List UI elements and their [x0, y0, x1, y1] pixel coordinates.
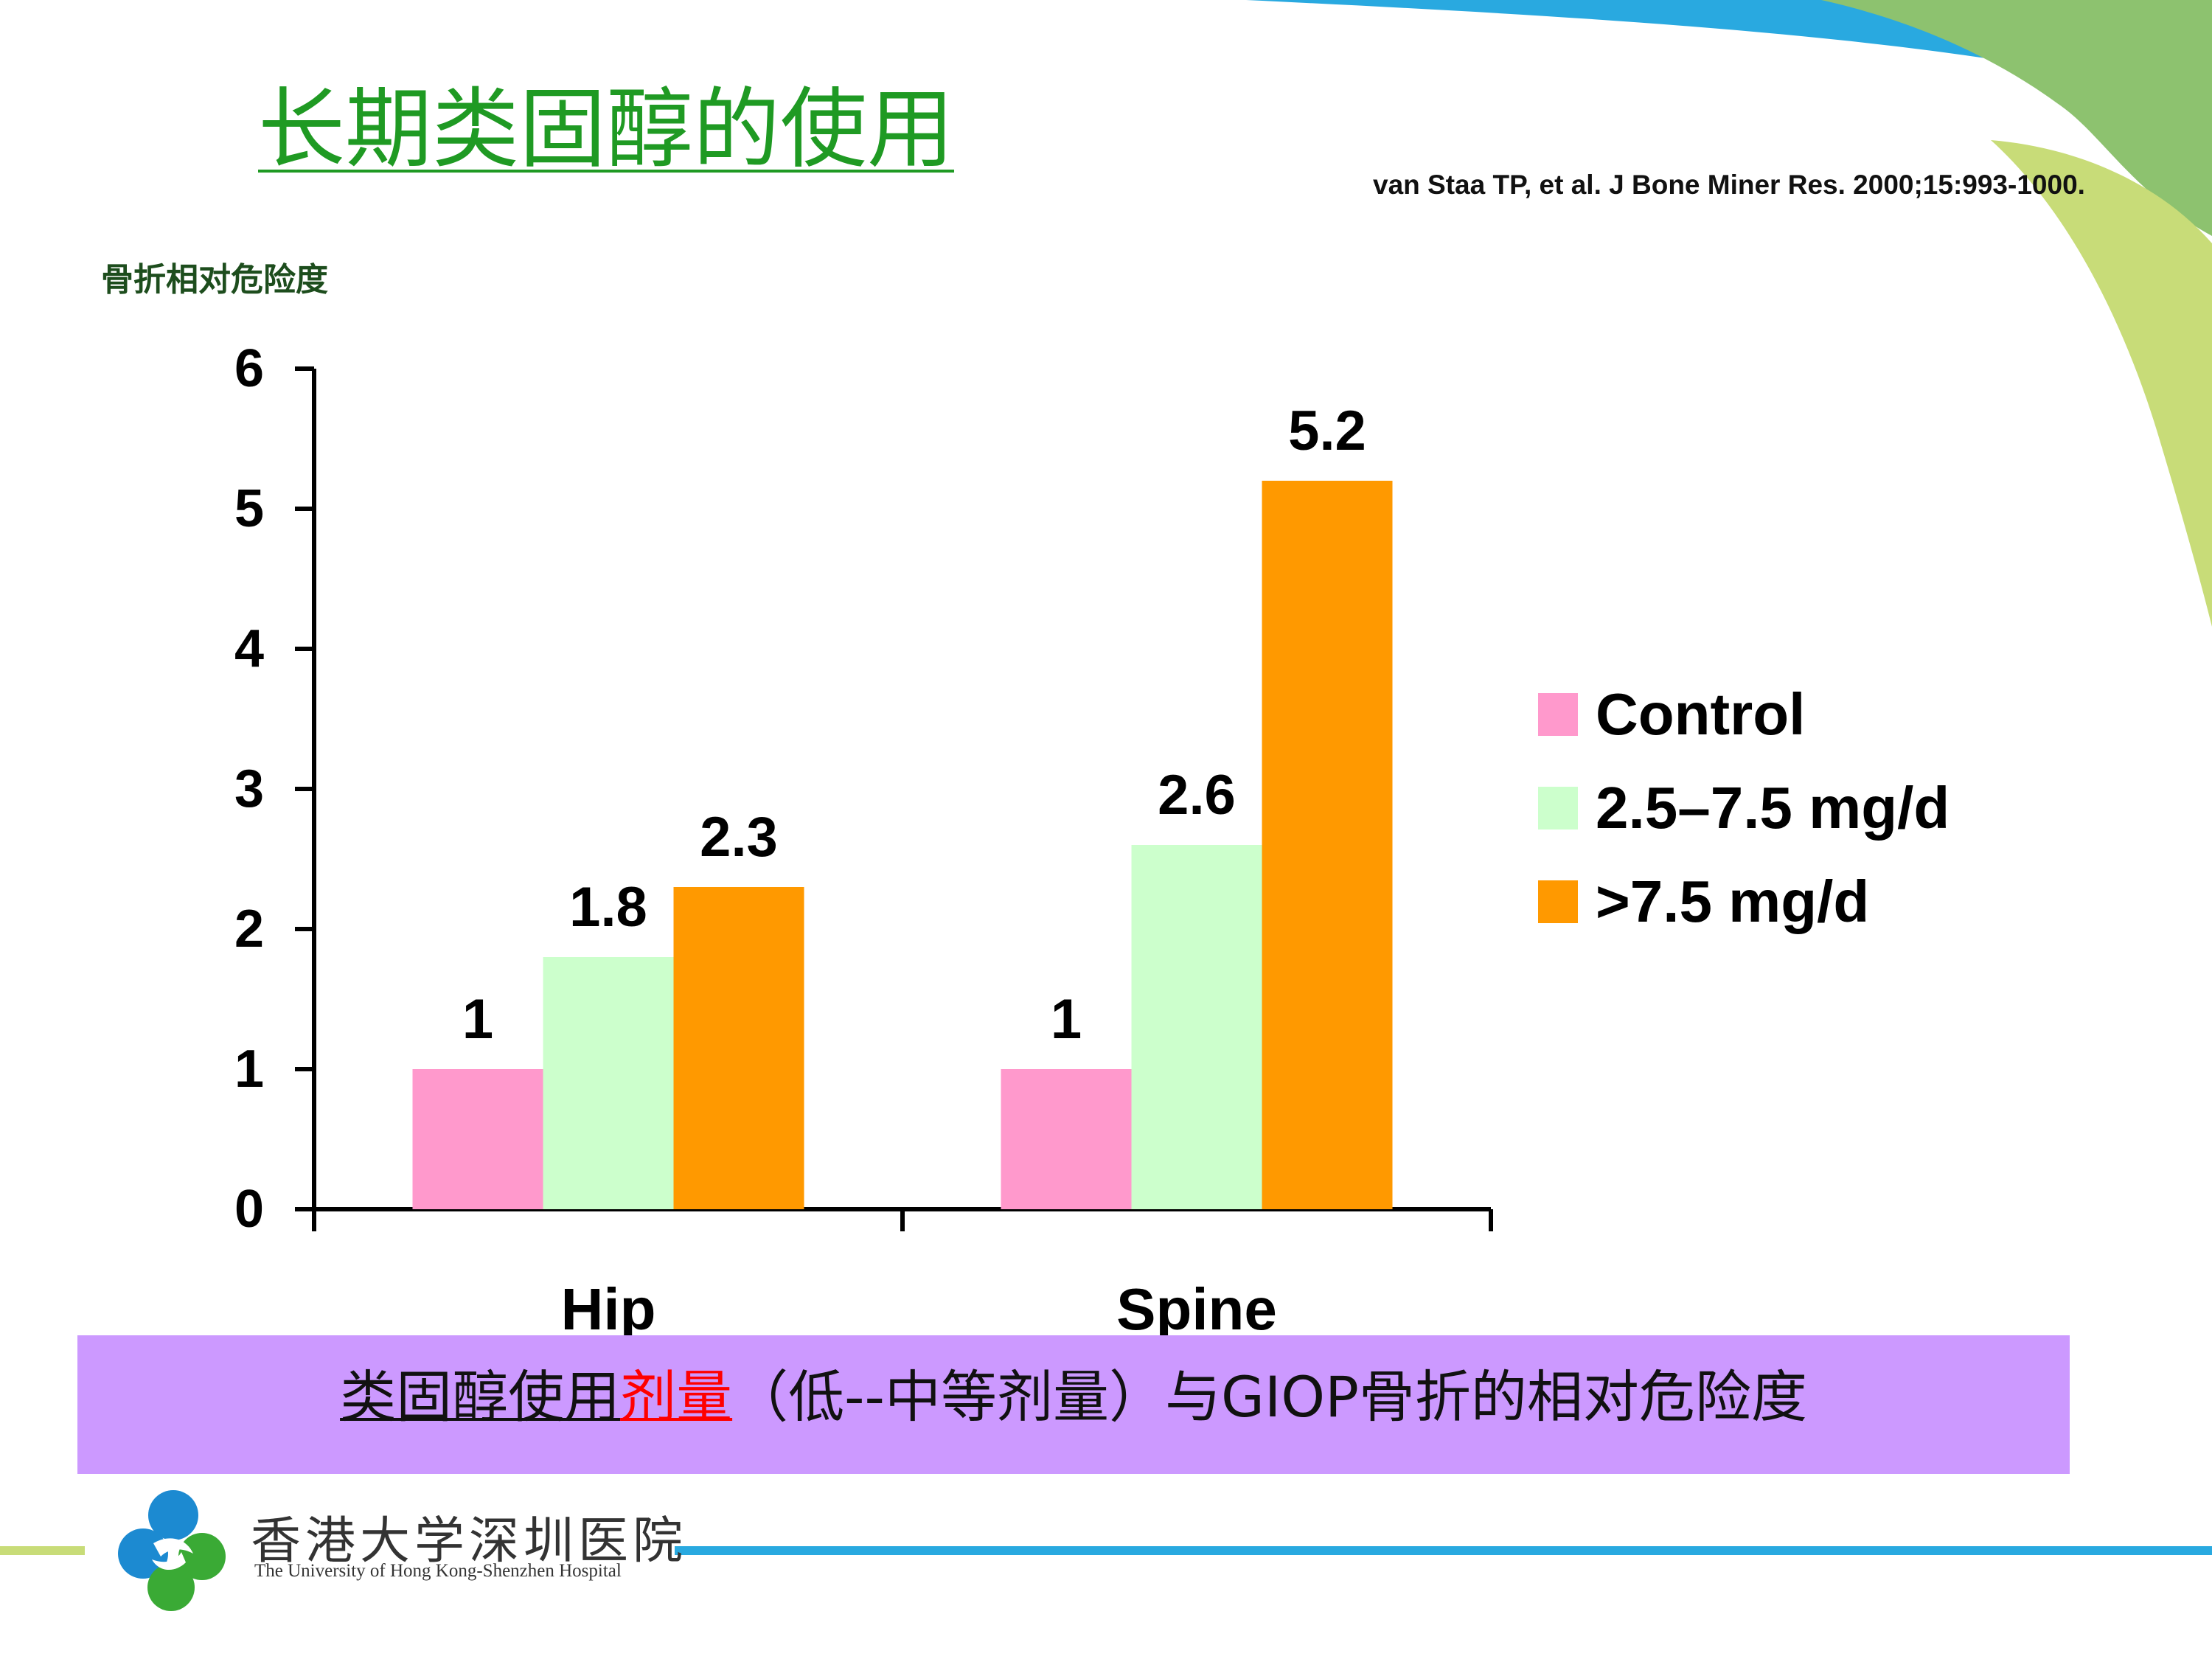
banner-text-part1: 类固醇使用: [340, 1364, 621, 1430]
chart-legend: Control 2.5–7.5 mg/d >7.5 mg/d: [1538, 667, 1950, 948]
bar: [412, 1069, 543, 1209]
legend-label-control: Control: [1596, 681, 1806, 747]
banner-text-part3: （低--中等剂量）与GIOP骨折的相对危险度: [732, 1364, 1807, 1430]
summary-banner: 类固醇使用剂量（低--中等剂量）与GIOP骨折的相对危险度: [77, 1335, 2070, 1474]
footer-line-right: [675, 1546, 2212, 1555]
hospital-name-cn: 香港大学深圳医院: [251, 1512, 688, 1571]
y-tick-label: 4: [234, 619, 264, 678]
bar: [543, 957, 674, 1209]
bar-value-label: 5.2: [1288, 400, 1366, 462]
y-tick-label: 6: [234, 339, 264, 398]
bar: [1262, 481, 1393, 1209]
slide-title: 长期类固醇的使用: [258, 78, 955, 180]
hospital-logo-icon: [118, 1490, 226, 1611]
legend-swatch-control: [1538, 692, 1578, 736]
y-axis-label: 骨折相对危险度: [101, 261, 328, 299]
bar: [673, 887, 804, 1209]
banner-text: 类固醇使用剂量（低--中等剂量）与GIOP骨折的相对危险度: [77, 1352, 2070, 1433]
y-tick-label: 1: [234, 1040, 264, 1099]
bar-value-label: 1: [462, 988, 493, 1051]
legend-label-high-dose: >7.5 mg/d: [1596, 868, 1870, 934]
legend-swatch-low-dose: [1538, 786, 1578, 830]
legend-item-high-dose: >7.5 mg/d: [1538, 855, 1950, 948]
y-tick-label: 3: [234, 759, 264, 818]
bar-value-label: 1: [1051, 988, 1082, 1051]
bar: [1001, 1069, 1132, 1209]
footer-line-left: [0, 1546, 85, 1555]
bar-value-label: 1.8: [569, 876, 647, 939]
bar-value-label: 2.6: [1158, 764, 1236, 827]
y-tick-label: 5: [234, 479, 264, 538]
legend-item-control: Control: [1538, 667, 1950, 761]
citation: van Staa TP, et al. J Bone Miner Res. 20…: [1373, 170, 2085, 200]
legend-swatch-high-dose: [1538, 880, 1578, 923]
legend-label-low-dose: 2.5–7.5 mg/d: [1596, 774, 1950, 841]
corner-swoosh-lime: [1991, 140, 2212, 627]
corner-swoosh-green: [1821, 0, 2212, 236]
banner-text-dose: 剂量: [620, 1364, 733, 1430]
legend-item-low-dose: 2.5–7.5 mg/d: [1538, 761, 1950, 855]
y-tick-label: 2: [234, 900, 264, 959]
hospital-name-en: The University of Hong Kong-Shenzhen Hos…: [254, 1561, 622, 1581]
bar-value-label: 2.3: [700, 806, 778, 869]
x-category-label: Hip: [561, 1276, 656, 1342]
y-tick-label: 0: [234, 1180, 264, 1239]
x-category-label: Spine: [1116, 1276, 1277, 1342]
bar: [1131, 845, 1262, 1209]
